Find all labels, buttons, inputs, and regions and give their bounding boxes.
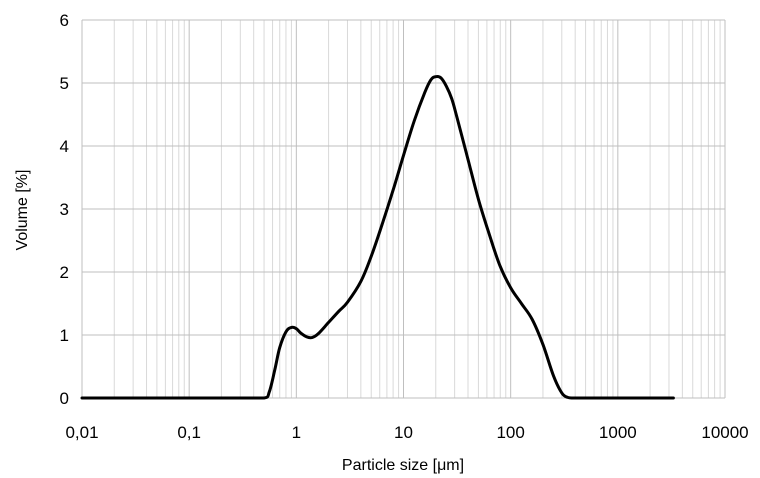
series-layer — [80, 75, 675, 400]
y-tick-label: 5 — [60, 74, 69, 93]
major-gridlines — [81, 19, 726, 399]
y-axis-tick-labels: 0 1 2 3 4 5 6 — [60, 11, 69, 408]
x-tick-label: 10 — [394, 423, 413, 442]
x-axis-tick-labels: 0,01 0,1 1 10 100 1000 10000 — [65, 423, 748, 442]
y-tick-label: 6 — [60, 11, 69, 30]
y-tick-label: 1 — [60, 326, 69, 345]
y-tick-label: 4 — [60, 137, 69, 156]
x-tick-label: 1000 — [599, 423, 637, 442]
x-tick-label: 100 — [496, 423, 524, 442]
x-tick-label: 0,01 — [65, 423, 98, 442]
y-tick-label: 3 — [60, 200, 69, 219]
x-axis-title: Particle size [μm] — [342, 457, 464, 474]
y-tick-label: 0 — [60, 389, 69, 408]
y-tick-label: 2 — [60, 263, 69, 282]
x-tick-label: 1 — [292, 423, 301, 442]
x-tick-label: 10000 — [701, 423, 748, 442]
series-line — [80, 75, 675, 400]
x-tick-label: 0,1 — [177, 423, 201, 442]
y-axis-title: Volume [%] — [14, 170, 31, 251]
